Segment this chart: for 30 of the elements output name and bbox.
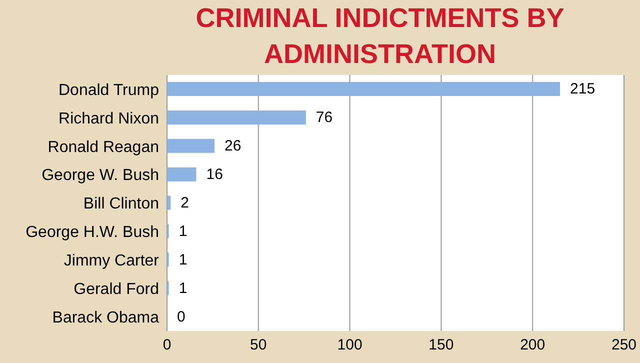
x-tick-label: 200	[520, 336, 546, 354]
y-tick-label: Ronald Reagan	[48, 138, 159, 156]
bar	[167, 167, 196, 182]
x-tick-label: 100	[337, 336, 362, 354]
y-tick-label: Donald Trump	[58, 82, 160, 99]
data-label: 16	[206, 166, 223, 184]
data-label: 215	[570, 80, 596, 98]
data-label: 1	[178, 222, 188, 240]
chart-title: CRIMINAL INDICTMENTS BY ADMINISTRATION	[194, 2, 566, 71]
bar	[167, 82, 560, 96]
x-tick-label: 150	[428, 336, 454, 354]
data-label: 26	[224, 138, 242, 155]
y-tick-label: Bill Clinton	[83, 196, 159, 213]
y-tick-label: Barack Obama	[52, 309, 160, 326]
x-tick-label: 0	[162, 336, 172, 354]
data-label: 76	[316, 109, 333, 126]
data-label: 1	[178, 280, 188, 297]
y-tick-label: Richard Nixon	[58, 110, 159, 128]
bar	[167, 196, 171, 210]
data-label: 2	[180, 194, 189, 212]
x-tick-label: 50	[250, 336, 267, 354]
y-tick-label: George H.W. Bush	[26, 224, 159, 242]
bar	[167, 138, 215, 153]
bar	[167, 110, 306, 124]
y-tick-label: Jimmy Carter	[64, 252, 160, 270]
y-tick-label: Gerald Ford	[74, 281, 159, 298]
data-label: 0	[177, 308, 186, 326]
y-tick-label: George W. Bush	[42, 167, 159, 184]
x-tick-label: 250	[611, 336, 637, 354]
data-label: 1	[178, 251, 188, 268]
